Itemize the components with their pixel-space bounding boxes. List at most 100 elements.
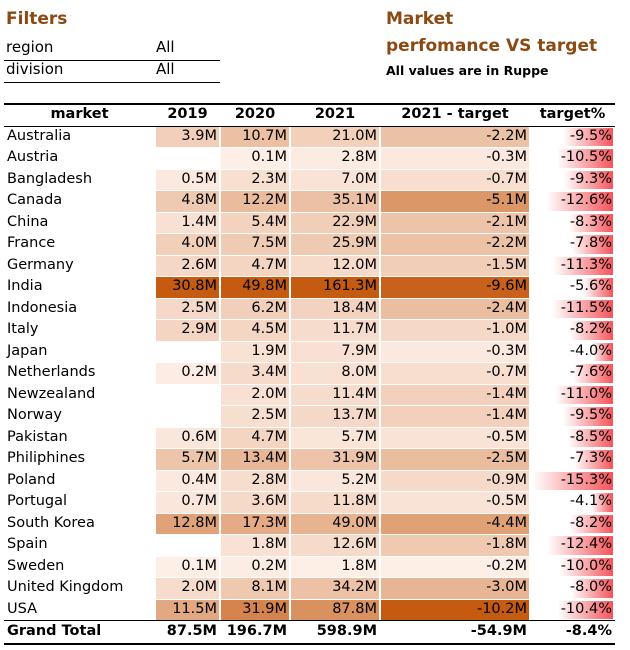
table-cell: 5.2M [341, 471, 377, 488]
heat-cell [381, 298, 529, 319]
table-cell: 8.1M [251, 579, 287, 595]
row-label: Japan [7, 342, 48, 359]
heat-cell [156, 427, 219, 448]
filter-rule [4, 60, 220, 61]
table-cell: -2.5M [486, 450, 527, 466]
table-cell: -4.0% [569, 342, 612, 359]
data-bar [557, 149, 613, 168]
heat-cell [381, 363, 529, 384]
heat-cell [156, 298, 219, 319]
table-cell: 11.7M [332, 321, 377, 337]
heat-cell [291, 513, 379, 534]
data-bar [583, 278, 613, 297]
column-header: 2019 [167, 106, 208, 122]
heat-cell [156, 449, 219, 470]
heat-cell [156, 363, 219, 384]
table-cell: 4.7M [251, 256, 287, 273]
table-cell: 2.9M [181, 321, 217, 337]
heat-cell [291, 427, 379, 448]
table-cell: -11.5% [560, 299, 612, 316]
heat-cell [381, 578, 529, 599]
heat-cell [291, 255, 379, 276]
column-header: target% [539, 106, 606, 122]
total-cell: 196.7M [226, 623, 287, 639]
table-cell: 6.2M [251, 299, 287, 316]
table-cell: 7.0M [341, 170, 377, 187]
heat-cell [221, 341, 289, 362]
data-bar [569, 321, 613, 340]
table-cell: -8.2% [569, 514, 612, 531]
heat-cell [156, 126, 219, 147]
heading-note: All values are in Ruppe [386, 63, 549, 78]
heat-cell [221, 406, 289, 427]
heat-cell [381, 341, 529, 362]
heat-cell [381, 234, 529, 255]
heat-cell [156, 212, 219, 233]
table-cell: 34.2M [332, 579, 377, 595]
heat-cell [381, 320, 529, 341]
table-cell: -1.5M [486, 256, 527, 273]
heat-cell [156, 556, 219, 577]
table-cell: -2.4M [486, 299, 527, 316]
heat-cell [291, 449, 379, 470]
row-label: India [7, 278, 43, 294]
heat-cell [381, 169, 529, 190]
heat-cell [381, 449, 529, 470]
table-cell: -8.2% [569, 321, 612, 337]
heat-cell [381, 255, 529, 276]
table-cell: 0.4M [181, 471, 217, 488]
heat-cell [291, 191, 379, 212]
heat-cell [381, 277, 529, 298]
table-cell: -9.5% [569, 127, 612, 144]
heat-cell [156, 599, 219, 620]
table-cell: 2.3M [251, 170, 287, 187]
table-cell: -0.3M [486, 342, 527, 359]
filter-value[interactable]: All [156, 38, 175, 56]
table-rule [4, 125, 615, 127]
table-cell: 5.7M [341, 428, 377, 445]
table-cell: 12.8M [172, 514, 217, 531]
row-label: Portugal [7, 493, 68, 509]
table-cell: 1.4M [181, 213, 217, 230]
heat-cell [221, 427, 289, 448]
data-bar [574, 450, 613, 469]
heading-title: perfomance VS target [386, 36, 598, 56]
total-cell: Grand Total [7, 623, 102, 639]
table-cell: 5.4M [251, 213, 287, 230]
heat-cell [381, 535, 529, 556]
row-label: Canada [7, 192, 63, 208]
row-label: Bangladesh [7, 170, 93, 187]
table-cell: 4.8M [181, 192, 217, 208]
filters-title: Filters [6, 9, 68, 29]
table-cell: 0.5M [181, 170, 217, 187]
heat-cell [291, 535, 379, 556]
heat-cell [291, 363, 379, 384]
heat-cell [156, 169, 219, 190]
heat-cell [291, 148, 379, 169]
heat-cell [221, 234, 289, 255]
row-label: Australia [7, 127, 72, 144]
table-cell: -10.0% [560, 557, 612, 574]
table-cell: 22.9M [332, 213, 377, 230]
heat-cell [156, 320, 219, 341]
total-cell: -54.9M [470, 623, 527, 639]
heat-cell [381, 191, 529, 212]
row-label: France [7, 235, 56, 251]
table-cell: -8.5% [569, 428, 612, 445]
heat-cell [291, 341, 379, 362]
table-cell: -2.1M [486, 213, 527, 230]
table-cell: -0.3M [486, 149, 527, 165]
filter-label: region [6, 38, 54, 56]
total-cell: 87.5M [166, 623, 217, 639]
data-bar [569, 213, 613, 232]
table-cell: 11.4M [332, 385, 377, 402]
heat-cell [156, 277, 219, 298]
row-label: Indonesia [7, 299, 78, 316]
filter-value[interactable]: All [156, 60, 175, 78]
table-cell: 7.9M [341, 342, 377, 359]
table-cell: -10.2M [476, 600, 527, 617]
heat-cell [291, 492, 379, 513]
table-rule [4, 103, 615, 105]
row-label: Germany [7, 256, 74, 273]
